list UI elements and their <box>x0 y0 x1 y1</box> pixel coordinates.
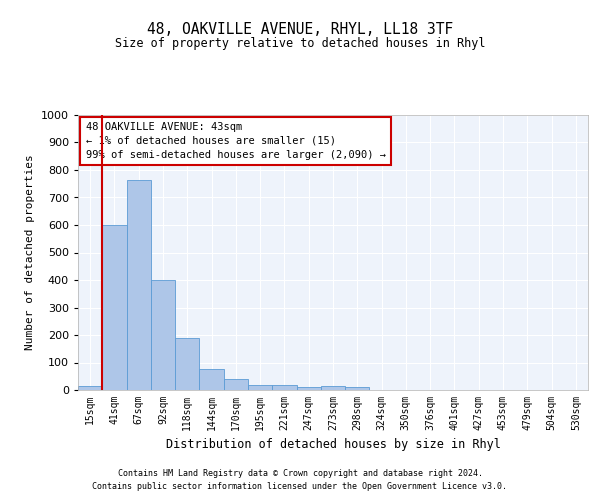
Text: Contains HM Land Registry data © Crown copyright and database right 2024.: Contains HM Land Registry data © Crown c… <box>118 468 482 477</box>
Y-axis label: Number of detached properties: Number of detached properties <box>25 154 35 350</box>
Bar <box>296 387 321 390</box>
Text: 48, OAKVILLE AVENUE, RHYL, LL18 3TF: 48, OAKVILLE AVENUE, RHYL, LL18 3TF <box>147 22 453 38</box>
Bar <box>102 225 127 390</box>
Bar <box>272 386 296 390</box>
Bar <box>224 379 248 390</box>
Bar <box>127 180 151 390</box>
X-axis label: Distribution of detached houses by size in Rhyl: Distribution of detached houses by size … <box>166 438 500 452</box>
Text: 48 OAKVILLE AVENUE: 43sqm
← 1% of detached houses are smaller (15)
99% of semi-d: 48 OAKVILLE AVENUE: 43sqm ← 1% of detach… <box>86 122 386 160</box>
Text: Size of property relative to detached houses in Rhyl: Size of property relative to detached ho… <box>115 38 485 51</box>
Bar <box>151 280 175 390</box>
Bar <box>345 387 370 390</box>
Bar <box>175 338 199 390</box>
Text: Contains public sector information licensed under the Open Government Licence v3: Contains public sector information licen… <box>92 482 508 491</box>
Bar <box>321 386 345 390</box>
Bar <box>248 384 272 390</box>
Bar <box>199 368 224 390</box>
Bar <box>78 386 102 390</box>
